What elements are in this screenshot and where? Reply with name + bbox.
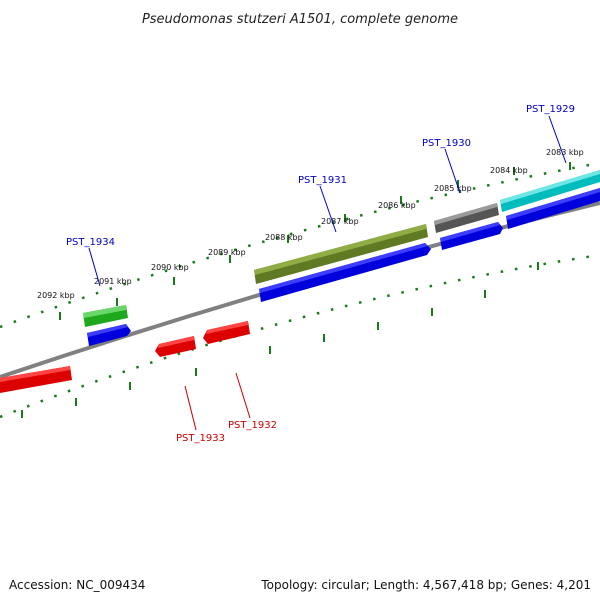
feature-bar-cyan xyxy=(500,170,600,212)
tick-label: 2091 kbp xyxy=(94,277,132,286)
tick-label: 2083 kbp xyxy=(546,148,584,157)
tick-label: 2085 kbp xyxy=(434,184,472,193)
gene-label-forward[interactable]: PST_1929 xyxy=(526,104,575,115)
forward-gene-arrow[interactable] xyxy=(259,243,431,302)
tick-label: 2092 kbp xyxy=(37,291,75,300)
forward-gene-arrow[interactable] xyxy=(87,324,131,346)
gene-label-forward[interactable]: PST_1930 xyxy=(422,138,471,149)
tick-label: 2086 kbp xyxy=(378,201,416,210)
outer-tick-ring xyxy=(0,161,600,329)
reverse-gene-arrow[interactable] xyxy=(203,321,250,344)
feature-bar-olive xyxy=(254,224,428,284)
inner-major-ticks xyxy=(21,262,539,418)
gene-label-forward[interactable]: PST_1931 xyxy=(298,175,347,186)
outer-major-ticks xyxy=(59,162,571,320)
feature-bar-green xyxy=(83,305,128,327)
reverse-gene-arrow[interactable] xyxy=(0,366,72,393)
reverse-gene-arrow[interactable] xyxy=(155,336,196,357)
label-leader-lines xyxy=(88,115,567,431)
gene-label-reverse[interactable]: PST_1932 xyxy=(228,420,277,431)
map-title: Pseudomonas stutzeri A1501, complete gen… xyxy=(142,12,458,27)
tick-label: 2089 kbp xyxy=(208,248,246,257)
tick-label: 2088 kbp xyxy=(265,233,303,242)
gene-label-forward[interactable]: PST_1934 xyxy=(66,237,115,248)
tick-label: 2087 kbp xyxy=(321,217,359,226)
inner-tick-ring xyxy=(0,253,600,419)
accession-text: Accession: NC_009434 xyxy=(9,578,146,592)
forward-gene-arrow[interactable] xyxy=(440,222,503,250)
gene-label-reverse[interactable]: PST_1933 xyxy=(176,433,225,444)
genome-summary-text: Topology: circular; Length: 4,567,418 bp… xyxy=(261,578,591,592)
forward-gene-arrow[interactable] xyxy=(506,188,600,229)
feature-bar-gray xyxy=(434,203,499,233)
tick-label: 2090 kbp xyxy=(151,263,189,272)
tick-label: 2084 kbp xyxy=(490,166,528,175)
